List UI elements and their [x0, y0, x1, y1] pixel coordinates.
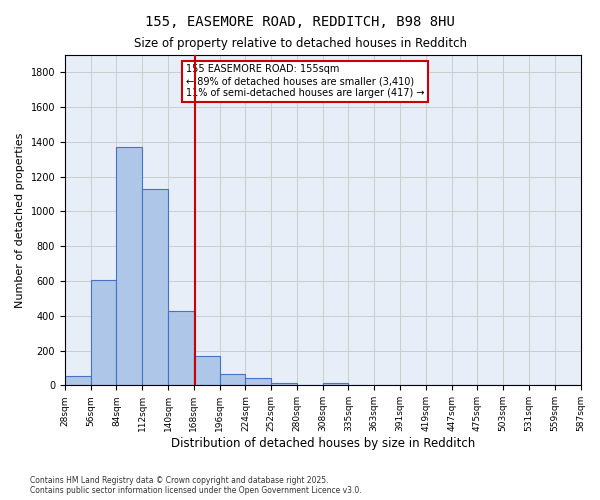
Text: Size of property relative to detached houses in Redditch: Size of property relative to detached ho… — [133, 38, 467, 51]
Bar — [116, 147, 142, 386]
Bar — [65, 376, 91, 386]
Bar — [168, 312, 194, 386]
Text: Contains HM Land Registry data © Crown copyright and database right 2025.
Contai: Contains HM Land Registry data © Crown c… — [30, 476, 362, 495]
Bar — [220, 374, 245, 386]
Bar — [194, 356, 220, 386]
Bar — [245, 378, 271, 386]
X-axis label: Distribution of detached houses by size in Redditch: Distribution of detached houses by size … — [170, 437, 475, 450]
Bar — [91, 280, 116, 386]
Text: 155 EASEMORE ROAD: 155sqm
← 89% of detached houses are smaller (3,410)
11% of se: 155 EASEMORE ROAD: 155sqm ← 89% of detac… — [185, 64, 424, 98]
Bar — [271, 382, 297, 386]
Y-axis label: Number of detached properties: Number of detached properties — [15, 132, 25, 308]
Bar — [323, 382, 349, 386]
Text: 155, EASEMORE ROAD, REDDITCH, B98 8HU: 155, EASEMORE ROAD, REDDITCH, B98 8HU — [145, 15, 455, 29]
Bar — [142, 189, 168, 386]
